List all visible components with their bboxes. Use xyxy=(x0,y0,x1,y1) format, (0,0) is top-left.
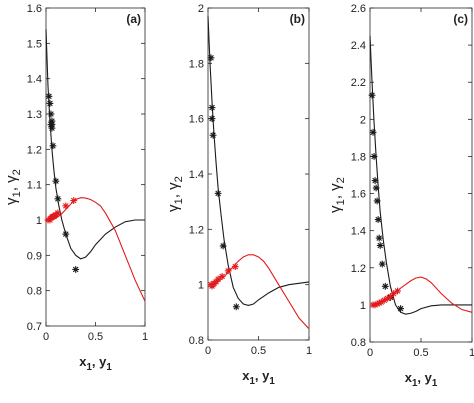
panel-c: 0.8 1 1.2 1.4 1.6 1.8 2 2.2 2.4 2.6 0 0.5 1 (c) x1, y1… xyxy=(327,3,474,389)
data-point-black xyxy=(49,142,57,150)
data-point-black xyxy=(52,177,60,185)
y-tick-label: 1.2 xyxy=(27,144,42,156)
data-point-black xyxy=(374,216,382,223)
series-line-black xyxy=(45,29,145,260)
panel-label: (c) xyxy=(453,12,468,26)
data-point-black xyxy=(371,177,379,184)
y-tick-label: 2.4 xyxy=(351,40,366,52)
y-tick-label: 2 xyxy=(198,3,204,15)
series-line-red xyxy=(372,276,473,313)
x-tick-label: 1 xyxy=(306,345,312,357)
data-point-red xyxy=(390,290,397,298)
x-axis-label: x1, y1 xyxy=(242,368,275,387)
data-point-black xyxy=(373,197,381,205)
y-tick-label: 1 xyxy=(36,215,42,227)
data-point-black xyxy=(370,153,378,160)
y-tick-label: 0.8 xyxy=(351,337,366,349)
x-tick-label: 0.5 xyxy=(251,345,266,357)
y-tick-label: 0.7 xyxy=(27,321,42,333)
data-point-red xyxy=(62,202,70,210)
y-tick-label: 1 xyxy=(198,280,204,292)
data-point-red xyxy=(218,272,226,280)
y-tick-label: 1.1 xyxy=(27,180,42,192)
x-axis-label: x1, y1 xyxy=(405,370,438,389)
y-tick-label: 1.8 xyxy=(351,151,366,163)
x-tick-label: 0.5 xyxy=(413,347,428,359)
panel-label: (b) xyxy=(290,12,305,26)
data-point-red xyxy=(394,287,401,295)
data-point-black xyxy=(219,242,227,250)
y-tick-label: 1 xyxy=(360,300,366,312)
plot-frame xyxy=(207,7,310,341)
panel-label: (a) xyxy=(126,12,141,26)
data-point-black xyxy=(45,92,53,100)
y-tick-label: 2 xyxy=(360,114,366,126)
panel-a: 0.7 0.8 0.9 1 1.1 1.2 1.3 1.4 1.5 1.6 0 0.5 1 (a) x1, … xyxy=(3,3,148,373)
x-axis-label: x1, y1 xyxy=(79,354,112,373)
data-point-black xyxy=(48,117,56,125)
data-point-black xyxy=(208,104,216,111)
y-tick-label: 1.5 xyxy=(27,38,42,50)
plot-frame xyxy=(45,7,146,327)
y-tick-label: 1.2 xyxy=(189,224,204,236)
x-tick-label: 0.5 xyxy=(88,331,103,343)
y-tick-label: 1.2 xyxy=(351,263,366,275)
y-axis-label: γ1, γ2 xyxy=(327,177,347,213)
data-point-red xyxy=(231,263,239,271)
y-tick-label: 2.6 xyxy=(351,3,366,15)
data-point-black xyxy=(214,189,222,197)
x-tick-label: 1 xyxy=(469,347,474,359)
data-point-black xyxy=(54,195,62,203)
y-tick-label: 1.3 xyxy=(27,109,42,121)
y-tick-label: 1.6 xyxy=(27,3,42,15)
series-line-red xyxy=(210,254,310,330)
y-tick-label: 1.4 xyxy=(351,226,366,238)
data-point-black xyxy=(208,115,216,123)
series-line-black xyxy=(369,35,472,315)
y-tick-label: 1.4 xyxy=(27,74,42,86)
data-point-red xyxy=(70,197,78,204)
data-point-red xyxy=(377,298,385,306)
x-tick-label: 0 xyxy=(43,331,49,343)
y-tick-label: 0.8 xyxy=(189,335,204,347)
data-point-black xyxy=(376,242,384,249)
x-tick-label: 1 xyxy=(142,331,148,343)
plot-frame xyxy=(369,7,473,343)
y-axis-label: γ1, γ2 xyxy=(165,176,185,212)
data-point-black xyxy=(209,131,217,139)
data-point-black xyxy=(232,303,240,311)
y-tick-label: 0.8 xyxy=(27,286,42,298)
y-axis-label: γ1, γ2 xyxy=(3,169,23,205)
data-point-black xyxy=(397,305,404,312)
data-point-black xyxy=(381,282,389,290)
y-tick-label: 1.6 xyxy=(189,114,204,126)
data-point-red xyxy=(214,275,222,283)
series-line-black xyxy=(207,16,310,306)
data-point-black xyxy=(47,110,55,118)
data-point-black xyxy=(207,54,215,62)
data-point-black xyxy=(62,230,70,238)
y-tick-label: 1.4 xyxy=(189,169,204,181)
x-tick-label: 0 xyxy=(367,347,373,359)
data-point-black xyxy=(378,260,386,268)
y-tick-label: 1.6 xyxy=(351,189,366,201)
data-point-red xyxy=(224,267,232,275)
data-point-black xyxy=(375,234,383,242)
data-point-black xyxy=(369,128,377,136)
data-point-red xyxy=(54,209,62,217)
data-point-black xyxy=(372,184,380,192)
data-point-black xyxy=(72,266,80,273)
y-tick-label: 0.9 xyxy=(27,250,42,262)
panel-b: 0.8 1 1.2 1.4 1.6 1.8 2 0 0.5 1 (b) x1, y1 γ1, γ2 xyxy=(165,3,312,387)
x-tick-label: 0 xyxy=(205,345,211,357)
data-point-black xyxy=(46,100,54,107)
y-tick-label: 1.8 xyxy=(189,58,204,70)
data-point-black xyxy=(368,91,376,99)
series-line-red xyxy=(47,197,146,302)
y-tick-label: 2.2 xyxy=(351,77,366,89)
